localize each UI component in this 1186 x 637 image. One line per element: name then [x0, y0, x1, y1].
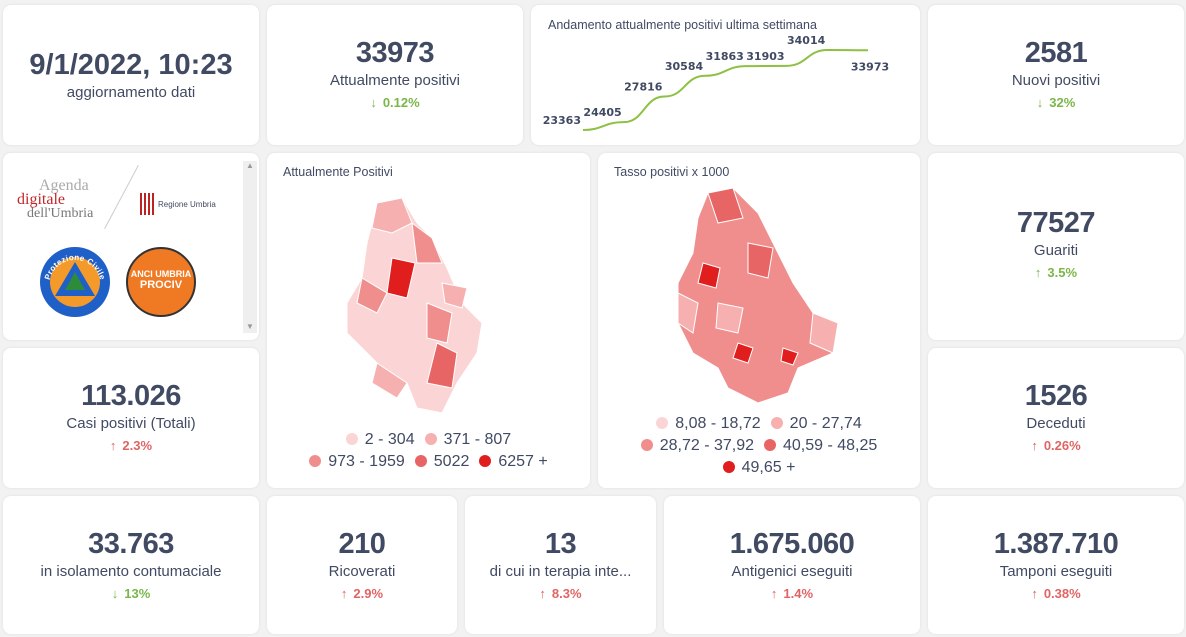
- divider-line: [104, 164, 139, 230]
- trend-data-label: 30584: [665, 60, 704, 73]
- trend-line: [582, 48, 869, 131]
- kpi-label: Guariti: [1033, 242, 1079, 259]
- arrow-up-icon: ↑: [1031, 438, 1038, 453]
- trend-data-label: 34014: [787, 34, 826, 47]
- arrow-up-icon: ↑: [1031, 586, 1038, 601]
- legend-item[interactable]: 49,65 +: [722, 457, 795, 479]
- kpi-change: ↓ 0.12%: [370, 95, 420, 110]
- trend-data-label: 24405: [583, 106, 621, 119]
- scroll-down-icon[interactable]: ▼: [246, 322, 254, 331]
- kpi-change: ↑ 2.3%: [109, 438, 153, 453]
- logos-card: Agenda digitale dell'Umbria Regione Umbr…: [3, 153, 259, 340]
- scroll-up-icon[interactable]: ▲: [246, 161, 254, 170]
- kpi-nuovi: 2581 Nuovi positivi ↓ 32%: [928, 5, 1184, 145]
- kpi-label: Casi positivi (Totali): [66, 415, 196, 432]
- arrow-down-icon: ↓: [1036, 95, 1044, 110]
- kpi-value: 33973: [355, 37, 435, 69]
- kpi-guariti: 77527 Guariti ↑ 3.5%: [928, 153, 1184, 340]
- kpi-tamponi: 1.387.710 Tamponi eseguiti ↑ 0.38%: [928, 496, 1184, 634]
- arrow-down-icon: ↓: [370, 95, 377, 110]
- arrow-up-icon: ↑: [770, 586, 778, 601]
- kpi-label: in isolamento contumaciale: [40, 563, 222, 580]
- legend-item[interactable]: 8,08 - 18,72: [656, 413, 761, 435]
- kpi-label: Nuovi positivi: [1011, 72, 1101, 89]
- kpi-change: ↑ 8.3%: [539, 586, 582, 601]
- arrow-up-icon: ↑: [109, 438, 117, 453]
- trend-data-label: 33973: [851, 60, 889, 73]
- trend-data-label: 27816: [624, 81, 663, 94]
- update-card: 9/1/2022, 10:23 aggiornamento dati: [3, 5, 259, 145]
- kpi-label: Antigenici eseguiti: [731, 563, 853, 580]
- map-tasso-card: Tasso positivi x 1000 8,08 - 18,72 20 - 2…: [598, 153, 920, 488]
- kpi-terapia: 13 di cui in terapia inte... ↑ 8.3%: [465, 496, 656, 634]
- kpi-value: 33.763: [88, 528, 174, 560]
- legend-item[interactable]: 28,72 - 37,92: [640, 435, 754, 457]
- kpi-value: 210: [338, 528, 386, 560]
- kpi-ricoverati: 210 Ricoverati ↑ 2.9%: [267, 496, 457, 634]
- kpi-value: 13: [544, 528, 577, 560]
- trend-data-label: 31863: [706, 50, 744, 63]
- update-label: aggiornamento dati: [66, 84, 196, 101]
- kpi-change: ↑ 0.26%: [1031, 438, 1081, 453]
- anci-prociv-logo: ANCI UMBRIA PROCIV: [126, 247, 196, 317]
- trend-data-label: 23363: [543, 114, 581, 127]
- trend-title: Andamento attualmente positivi ultima se…: [548, 18, 817, 32]
- trend-data-label: 31903: [746, 50, 784, 63]
- kpi-value: 1.675.060: [729, 528, 855, 560]
- kpi-deceduti: 1526 Deceduti ↑ 0.26%: [928, 348, 1184, 488]
- map-attuali-card: Attualmente Positivi 2 - 304 371 - 807 97…: [267, 153, 590, 488]
- map-title: Tasso positivi x 1000: [614, 165, 730, 179]
- kpi-label: Attualmente positivi: [329, 72, 461, 89]
- agenda-digitale-logo: Agenda digitale dell'Umbria: [17, 177, 94, 221]
- update-datetime: 9/1/2022, 10:23: [29, 49, 233, 81]
- map-legend: 2 - 304 371 - 807 973 - 1959 5022 6257 +: [267, 429, 590, 473]
- scrollbar[interactable]: ▲ ▼: [243, 161, 257, 333]
- kpi-label: Deceduti: [1026, 415, 1086, 432]
- kpi-value: 1.387.710: [993, 528, 1119, 560]
- kpi-label: Tamponi eseguiti: [999, 563, 1113, 580]
- umbria-map[interactable]: [598, 183, 920, 423]
- legend-item[interactable]: 40,59 - 48,25: [764, 435, 877, 457]
- kpi-value: 113.026: [81, 380, 181, 412]
- arrow-up-icon: ↑: [539, 586, 546, 601]
- legend-item[interactable]: 2 - 304: [345, 429, 415, 451]
- legend-item[interactable]: 6257 +: [479, 451, 548, 473]
- kpi-value: 77527: [1016, 207, 1096, 239]
- kpi-label: di cui in terapia inte...: [489, 563, 632, 580]
- map-title: Attualmente Positivi: [283, 165, 393, 179]
- kpi-casi: 113.026 Casi positivi (Totali) ↑ 2.3%: [3, 348, 259, 488]
- legend-item[interactable]: 973 - 1959: [309, 451, 405, 473]
- arrow-up-icon: ↑: [340, 586, 348, 601]
- regione-umbria-logo: Regione Umbria: [140, 193, 216, 215]
- legend-item[interactable]: 371 - 807: [424, 429, 511, 451]
- kpi-label: Ricoverati: [328, 563, 396, 580]
- regione-emblem-icon: [140, 193, 154, 215]
- kpi-value: 1526: [1024, 380, 1088, 412]
- arrow-up-icon: ↑: [1034, 265, 1042, 280]
- arrow-down-icon: ↓: [111, 586, 119, 601]
- kpi-change: ↑ 0.38%: [1031, 586, 1081, 601]
- kpi-isolamento: 33.763 in isolamento contumaciale ↓ 13%: [3, 496, 259, 634]
- umbria-map[interactable]: [267, 183, 590, 453]
- legend-item[interactable]: 20 - 27,74: [770, 413, 862, 435]
- trend-card: Andamento attualmente positivi ultima se…: [531, 5, 920, 145]
- map-legend: 8,08 - 18,72 20 - 27,74 28,72 - 37,92 40,5…: [598, 413, 920, 479]
- kpi-attuali: 33973 Attualmente positivi ↓ 0.12%: [267, 5, 523, 145]
- protezione-civile-logo: Protezione Civile: [40, 247, 110, 317]
- kpi-change: ↓ 32%: [1036, 95, 1076, 110]
- kpi-antigenici: 1.675.060 Antigenici eseguiti ↑ 1.4%: [664, 496, 920, 634]
- kpi-value: 2581: [1024, 37, 1088, 69]
- kpi-change: ↑ 3.5%: [1034, 265, 1078, 280]
- kpi-change: ↑ 1.4%: [770, 586, 814, 601]
- kpi-change: ↑ 2.9%: [340, 586, 384, 601]
- legend-item[interactable]: 5022: [414, 451, 469, 473]
- kpi-change: ↓ 13%: [111, 586, 151, 601]
